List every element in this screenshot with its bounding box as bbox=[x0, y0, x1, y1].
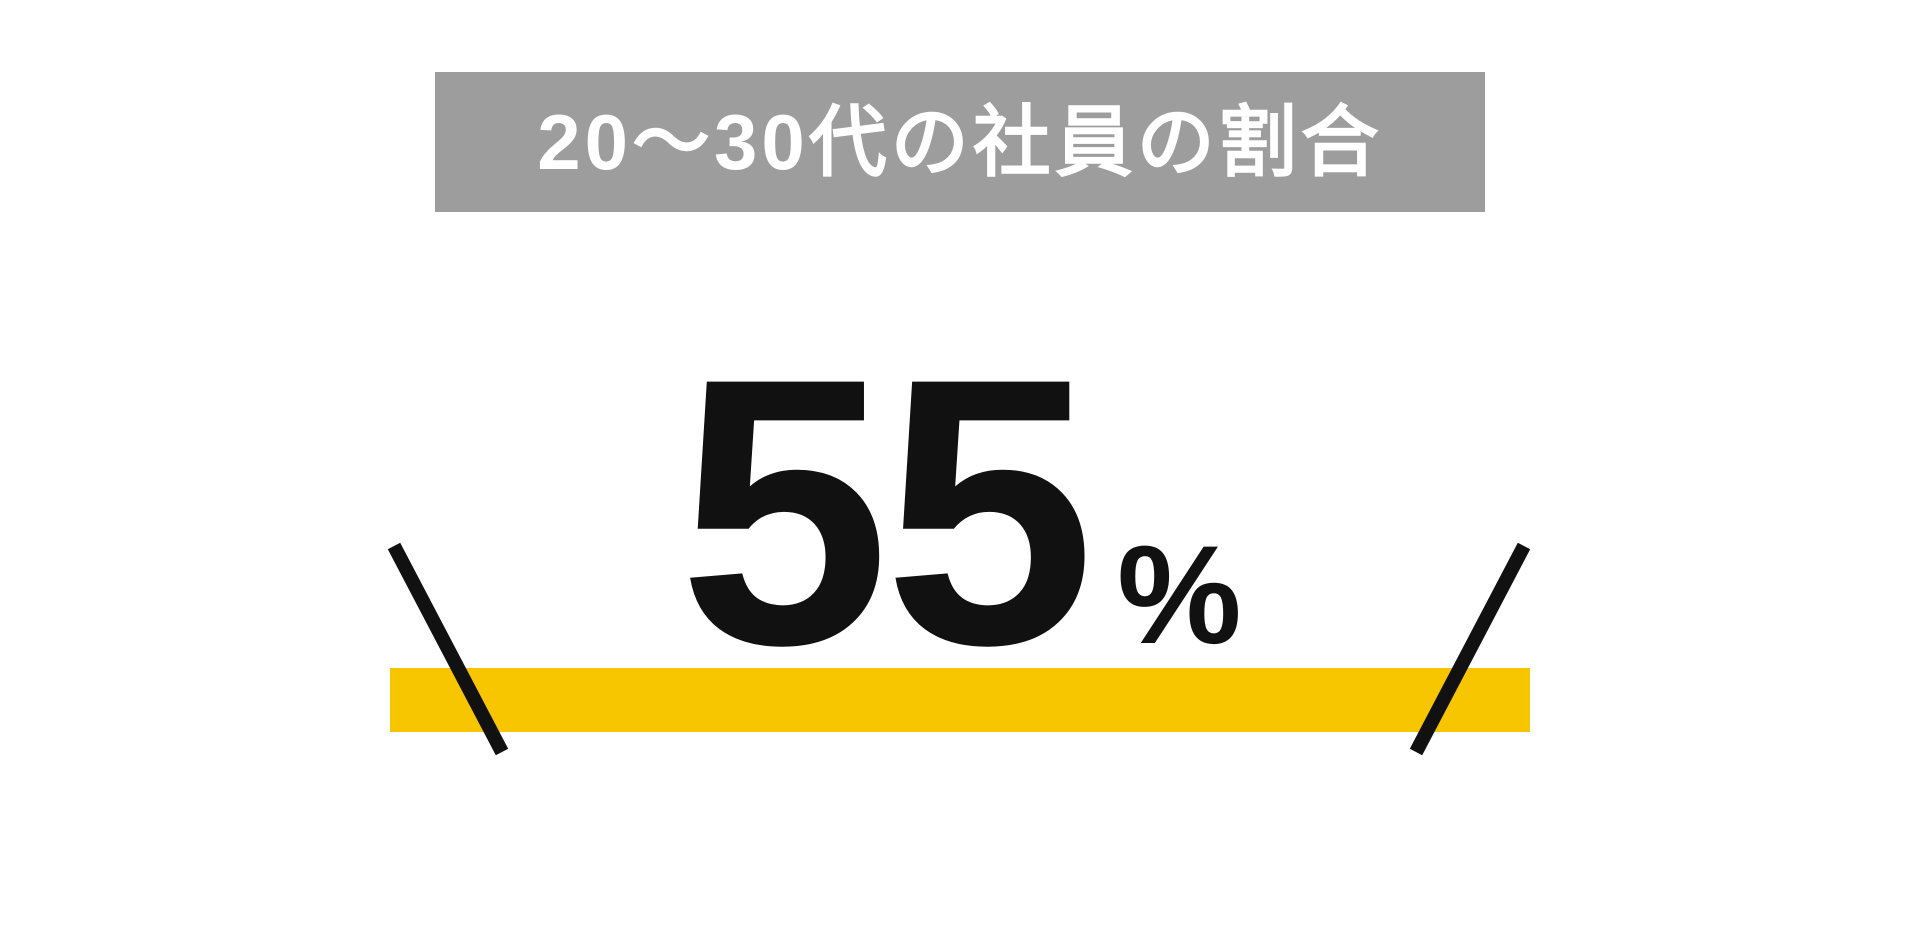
title-bar: 20～30代の社員の割合 bbox=[435, 72, 1485, 212]
stat: 55 % bbox=[678, 322, 1241, 702]
infographic-canvas: 20～30代の社員の割合 55 % bbox=[0, 0, 1920, 938]
stat-unit: % bbox=[1117, 514, 1241, 676]
title-text: 20～30代の社員の割合 bbox=[537, 72, 1383, 212]
stat-value: 55 bbox=[678, 322, 1089, 702]
